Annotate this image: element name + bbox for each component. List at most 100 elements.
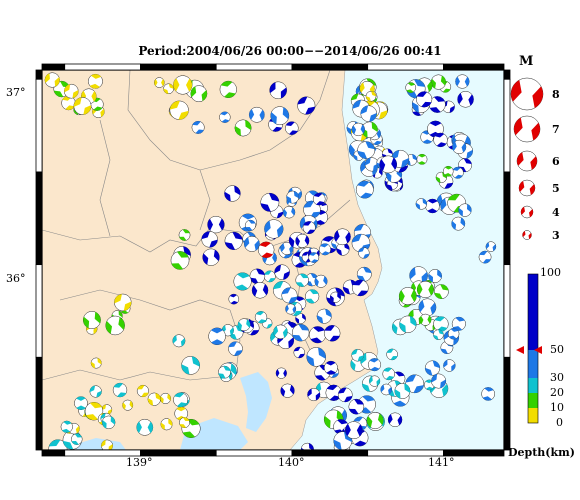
focal-mechanism xyxy=(169,100,189,120)
focal-mechanism xyxy=(179,417,190,429)
map-title: Period:2004/06/26 00:00−−2014/06/26 00:4… xyxy=(138,44,442,58)
magnitude-legend-ball xyxy=(520,205,534,219)
focal-mechanism xyxy=(351,122,365,137)
magnitude-label-5: 5 xyxy=(552,182,560,195)
focal-mechanism xyxy=(191,120,205,134)
magnitude-legend-ball xyxy=(522,230,532,240)
depth-tick-10: 10 xyxy=(550,401,564,414)
focal-mechanism xyxy=(365,90,377,102)
focal-mechanism xyxy=(337,387,353,403)
depth-bar-segment xyxy=(528,350,538,378)
focal-mechanism xyxy=(71,433,83,445)
focal-mechanism xyxy=(416,153,428,165)
focal-mechanism xyxy=(481,387,495,401)
focal-mechanism xyxy=(181,356,200,375)
focal-mechanism xyxy=(48,439,68,450)
focal-mechanism xyxy=(323,325,341,342)
magnitude-label-6: 6 xyxy=(552,155,560,168)
focal-mechanism xyxy=(88,73,103,89)
focal-mechanism xyxy=(224,231,243,250)
focal-mechanism xyxy=(286,190,300,204)
focal-mechanism xyxy=(306,347,326,367)
focal-mechanism xyxy=(367,358,382,372)
focal-mechanism xyxy=(428,96,446,113)
focal-mechanism xyxy=(333,431,353,450)
focal-mechanism xyxy=(357,141,376,159)
depth-bar-segment xyxy=(528,408,538,423)
depth-bar-segment xyxy=(528,378,538,393)
focal-mechanism xyxy=(433,329,444,341)
focal-mechanism xyxy=(291,324,310,342)
focal-mechanism xyxy=(435,171,447,184)
focal-mechanism xyxy=(105,315,125,336)
focal-mechanism xyxy=(280,383,295,398)
lon-label-141: 141° xyxy=(428,456,455,469)
focal-mechanism xyxy=(443,359,456,372)
focal-mechanism xyxy=(122,399,134,411)
focal-mechanism xyxy=(112,382,128,398)
focal-mechanism xyxy=(442,165,454,177)
focal-mechanism xyxy=(316,308,332,324)
focal-mechanism xyxy=(323,360,338,375)
focal-mechanism xyxy=(218,365,231,379)
border-line xyxy=(42,227,241,253)
focal-mechanism xyxy=(303,200,321,219)
focal-mechanism xyxy=(263,270,276,283)
focal-mechanism xyxy=(424,360,441,376)
focal-mechanism xyxy=(433,132,448,148)
focal-mechanism xyxy=(312,192,326,206)
focal-mechanism xyxy=(282,206,296,219)
focal-mechanism xyxy=(386,348,398,361)
focal-mechanism xyxy=(285,121,299,135)
focal-mechanism xyxy=(275,367,287,379)
magnitude-label-8: 8 xyxy=(552,88,560,101)
focal-mechanism xyxy=(82,311,101,329)
focal-mechanism xyxy=(433,284,449,299)
depth-tick-0: 0 xyxy=(556,416,563,429)
focal-mechanism xyxy=(219,111,231,123)
prefecture-borders xyxy=(42,70,351,381)
focal-mechanism xyxy=(201,231,218,248)
depth-tick-30: 30 xyxy=(550,371,564,384)
focal-mechanism xyxy=(394,383,411,399)
focal-mechanism xyxy=(159,392,171,404)
focal-mechanism xyxy=(172,334,186,348)
focal-mechanism xyxy=(307,388,321,402)
earthquake-mechanisms xyxy=(44,72,497,450)
focal-mechanism xyxy=(170,251,190,270)
focal-mechanism xyxy=(207,215,225,234)
focal-mechanism xyxy=(458,203,472,217)
focal-mechanism xyxy=(273,324,288,340)
focal-mechanism xyxy=(254,311,268,324)
focal-mechanism xyxy=(248,106,265,123)
focal-mechanism xyxy=(190,85,208,103)
focal-mechanism xyxy=(355,180,374,199)
focal-mechanism xyxy=(274,264,290,280)
focal-mechanism xyxy=(101,415,116,430)
focal-mechanism xyxy=(264,219,284,239)
focal-mechanism xyxy=(368,375,381,387)
focal-mechanism xyxy=(398,287,417,305)
focal-mechanism xyxy=(293,346,306,359)
focal-mechanism xyxy=(251,282,269,299)
focal-mechanism xyxy=(89,385,102,398)
focal-mechanism xyxy=(405,374,425,394)
lon-label-140: 140° xyxy=(278,456,305,469)
map-frame xyxy=(35,63,511,457)
focal-mechanism xyxy=(228,341,243,356)
focal-mechanism xyxy=(297,96,316,115)
focal-mechanism xyxy=(387,412,403,427)
magnitude-legend-ball xyxy=(516,150,538,172)
magnitude-label-7: 7 xyxy=(552,123,560,136)
focal-mechanism xyxy=(405,82,417,93)
magnitude-legend-ball xyxy=(513,115,541,143)
focal-mechanism xyxy=(334,228,351,246)
focal-mechanism xyxy=(382,367,396,381)
focal-mechanism xyxy=(425,198,440,214)
focal-mechanism xyxy=(114,293,132,312)
focal-mechanism xyxy=(302,221,316,235)
magnitude-legend-ball xyxy=(518,179,536,197)
focal-mechanism xyxy=(457,91,474,108)
magnitude-label-4: 4 xyxy=(552,206,560,219)
